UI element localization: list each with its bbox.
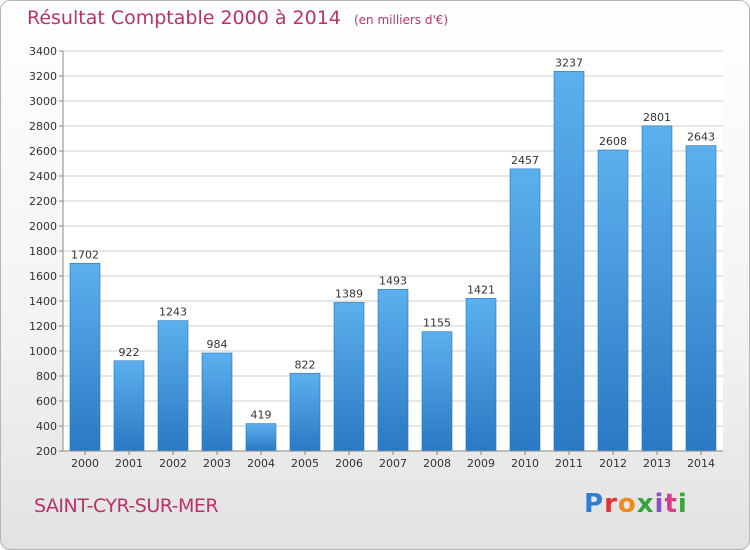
bar bbox=[685, 145, 717, 452]
y-tick-label: 2800 bbox=[29, 120, 57, 133]
data-label: 984 bbox=[207, 338, 228, 351]
data-label: 1155 bbox=[423, 317, 451, 330]
data-label: 1421 bbox=[467, 283, 495, 296]
y-tick-label: 600 bbox=[36, 395, 57, 408]
bar bbox=[245, 423, 277, 452]
x-tick-label: 2006 bbox=[335, 457, 363, 470]
data-label: 2801 bbox=[643, 111, 671, 124]
logo-letter: o bbox=[617, 489, 637, 519]
x-tick-label: 2010 bbox=[511, 457, 539, 470]
bar bbox=[69, 262, 101, 452]
chart-title: Résultat Comptable 2000 à 2014 bbox=[27, 7, 341, 29]
data-label: 3237 bbox=[555, 56, 583, 69]
logo-letter: x bbox=[636, 489, 655, 519]
y-tick-label: 1200 bbox=[29, 320, 57, 333]
bar bbox=[289, 372, 321, 452]
y-tick-label: 1600 bbox=[29, 270, 57, 283]
bars: 1702 922 1243 984 419 822 1389 1493 1155 1421 2457… bbox=[69, 56, 717, 452]
x-tick-label: 2004 bbox=[247, 457, 275, 470]
proxiti-logo: Proxiti bbox=[584, 489, 688, 519]
location-name: SAINT-CYR-SUR-MER bbox=[34, 495, 219, 517]
y-tick-label: 1000 bbox=[29, 345, 57, 358]
x-tick-label: 2007 bbox=[379, 457, 407, 470]
x-tick-label: 2011 bbox=[555, 457, 583, 470]
y-tick-label: 800 bbox=[36, 370, 57, 383]
data-label: 2643 bbox=[687, 131, 715, 144]
y-tick-label: 1400 bbox=[29, 295, 57, 308]
logo-letter: i bbox=[677, 489, 688, 519]
data-label: 922 bbox=[119, 346, 140, 359]
x-tick-label: 2009 bbox=[467, 457, 495, 470]
axes: 200 400 600 800 1000 1200 1400 1600 1800 2000 2200… bbox=[29, 45, 723, 470]
bar bbox=[113, 360, 145, 452]
logo-letter: r bbox=[604, 489, 618, 519]
data-label: 1702 bbox=[71, 248, 99, 261]
bar bbox=[377, 289, 409, 452]
bar bbox=[553, 71, 585, 452]
bar bbox=[465, 298, 497, 452]
y-tick-label: 2400 bbox=[29, 170, 57, 183]
chart-unit: (en milliers d'€) bbox=[353, 13, 449, 27]
logo-letter: P bbox=[584, 489, 605, 519]
x-tick-label: 2012 bbox=[599, 457, 627, 470]
logo-letter: t bbox=[664, 489, 678, 519]
y-tick-label: 200 bbox=[36, 445, 57, 458]
bar bbox=[641, 125, 673, 452]
bar bbox=[597, 149, 629, 452]
x-tick-label: 2002 bbox=[159, 457, 187, 470]
y-tick-label: 3200 bbox=[29, 70, 57, 83]
x-tick-label: 2008 bbox=[423, 457, 451, 470]
y-tick-label: 2200 bbox=[29, 195, 57, 208]
data-label: 2608 bbox=[599, 135, 627, 148]
chart-title-block: Résultat Comptable 2000 à 2014 (en milli… bbox=[27, 7, 448, 29]
bar bbox=[157, 320, 189, 452]
y-tick-label: 400 bbox=[36, 420, 57, 433]
bar bbox=[333, 302, 365, 452]
data-label: 1243 bbox=[159, 306, 187, 319]
data-label: 1493 bbox=[379, 274, 407, 287]
x-tick-label: 2001 bbox=[115, 457, 143, 470]
bar bbox=[201, 352, 233, 452]
logo-letter: i bbox=[654, 489, 665, 519]
y-tick-label: 3400 bbox=[29, 45, 57, 58]
bar bbox=[421, 331, 453, 452]
bar bbox=[509, 168, 541, 452]
y-tick-label: 3000 bbox=[29, 95, 57, 108]
data-label: 2457 bbox=[511, 154, 539, 167]
data-label: 822 bbox=[295, 358, 316, 371]
x-tick-label: 2013 bbox=[643, 457, 671, 470]
y-tick-label: 2600 bbox=[29, 145, 57, 158]
y-tick-label: 2000 bbox=[29, 220, 57, 233]
data-label: 419 bbox=[251, 409, 272, 422]
y-tick-label: 1800 bbox=[29, 245, 57, 258]
x-tick-label: 2003 bbox=[203, 457, 231, 470]
x-tick-label: 2014 bbox=[687, 457, 715, 470]
data-label: 1389 bbox=[335, 287, 363, 300]
x-tick-label: 2005 bbox=[291, 457, 319, 470]
x-tick-label: 2000 bbox=[71, 457, 99, 470]
